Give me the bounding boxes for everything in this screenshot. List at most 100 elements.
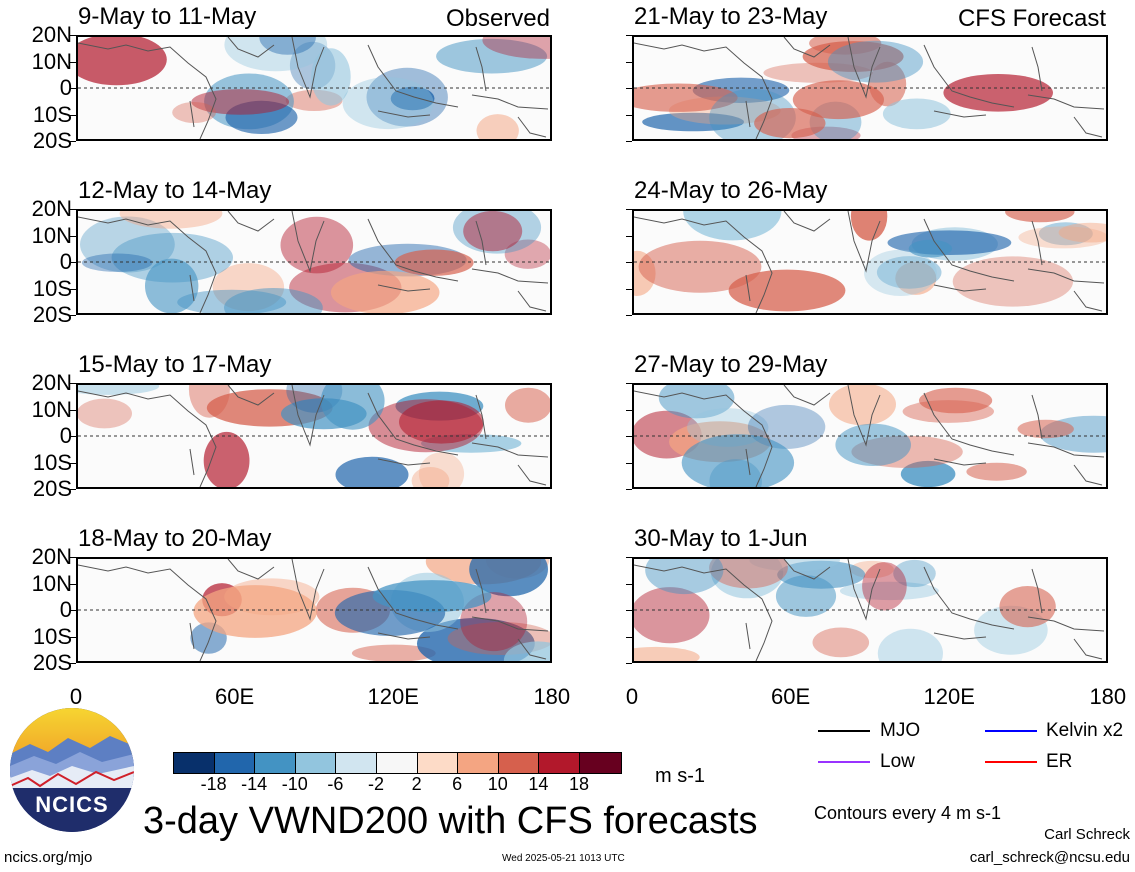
panel-source-label: CFS Forecast — [957, 5, 1106, 32]
coastline — [78, 211, 549, 313]
lat-tick — [70, 436, 76, 437]
wind-anomaly-shading — [203, 431, 250, 487]
wind-anomaly-shading — [482, 37, 550, 59]
colorbar-swatch — [498, 753, 540, 773]
wind-anomaly-shading — [342, 77, 434, 130]
wind-anomaly-shading — [864, 249, 937, 296]
wind-anomaly-shading — [850, 211, 888, 241]
longitude-label: 0 — [69, 684, 83, 709]
coastline — [78, 559, 549, 661]
lat-tick — [70, 663, 76, 664]
wind-anomaly-shading — [330, 270, 440, 313]
latitude-label: 20S — [32, 650, 72, 675]
colorbar-swatch — [214, 753, 256, 773]
wind-anomaly-shading — [320, 385, 385, 430]
wind-anomaly-shading — [908, 239, 953, 258]
coastline — [634, 211, 1105, 313]
lat-tick — [626, 114, 632, 116]
panel-source-label: Observed — [445, 5, 550, 32]
lat-tick — [626, 436, 632, 437]
longitude-label: 60E — [215, 684, 255, 709]
wind-anomaly-shading — [225, 100, 298, 134]
wind-anomaly-shading — [81, 253, 153, 272]
contour-note: Contours every 4 m s-1 — [814, 803, 1002, 823]
legend-kelvin-line — [985, 730, 1037, 732]
panel-title: 12-May to 14-May — [78, 177, 272, 204]
map-panel — [632, 557, 1108, 663]
lat-tick — [626, 141, 632, 142]
wind-anomaly-shading — [876, 256, 942, 289]
lat-tick — [626, 636, 632, 638]
panel-title: 24-May to 26-May — [634, 177, 828, 204]
wind-anomaly-shading — [212, 263, 285, 312]
wind-anomaly-shading — [900, 460, 956, 487]
colorbar-tick-label: -18 — [200, 774, 227, 794]
wind-anomaly-shading — [711, 559, 784, 599]
longitude-label: 60E — [771, 684, 811, 709]
wind-anomaly-shading — [463, 211, 523, 252]
coastline — [78, 37, 549, 139]
wind-anomaly-shading — [839, 581, 939, 601]
latitude-label: 20N — [31, 544, 72, 569]
legend-kelvin: Kelvin x2 — [1046, 720, 1124, 741]
colorbar-tick-label: -14 — [241, 774, 268, 794]
lat-tick — [70, 288, 76, 290]
wind-anomaly-shading — [634, 646, 700, 661]
lat-tick — [70, 315, 76, 316]
ncics-logo: NCICS — [10, 708, 134, 832]
legend-er: ER — [1046, 751, 1073, 772]
lat-tick — [626, 61, 632, 63]
wind-anomaly-shading — [372, 580, 492, 613]
logo-text: NCICS — [35, 792, 109, 817]
wind-anomaly-shading — [835, 423, 911, 466]
colorbar-swatch — [174, 753, 215, 773]
wind-anomaly-shading — [658, 385, 735, 419]
wind-anomaly-shading — [999, 586, 1056, 628]
lat-tick — [626, 383, 632, 384]
coastline — [634, 37, 1105, 139]
latitude-label: 0 — [59, 597, 72, 622]
map-panel — [632, 209, 1108, 315]
lat-tick — [626, 583, 632, 585]
email[interactable]: carl_schreck@ncsu.edu — [969, 849, 1130, 866]
wind-anomaly-shading — [476, 114, 519, 139]
wind-anomaly-shading — [80, 216, 175, 273]
lat-tick — [70, 35, 76, 36]
wind-anomaly-shading — [683, 211, 782, 241]
lat-tick — [626, 288, 632, 290]
wind-anomaly-shading — [1058, 222, 1106, 243]
lat-tick — [70, 262, 76, 263]
legend-low: Low — [880, 751, 915, 772]
lat-tick — [70, 409, 76, 411]
wind-anomaly-shading — [829, 385, 896, 426]
wind-anomaly-shading — [1005, 211, 1075, 223]
wind-anomaly-shading — [634, 83, 738, 112]
coastline — [78, 385, 549, 487]
lat-tick — [626, 88, 632, 89]
lat-tick — [70, 114, 76, 116]
lat-tick — [626, 315, 632, 316]
wind-anomaly-shading — [634, 587, 710, 644]
latitude-label: 0 — [59, 423, 72, 448]
latitude-label: 10N — [31, 570, 72, 596]
wind-anomaly-shading — [827, 40, 924, 83]
wind-anomaly-shading — [943, 74, 1053, 112]
colorbar-tick-label: 14 — [528, 774, 549, 794]
website-link[interactable]: ncics.org/mjo — [4, 849, 93, 866]
wind-anomaly-shading — [399, 400, 484, 444]
latitude-label: 10S — [32, 275, 72, 301]
panel-title: 21-May to 23-May — [634, 3, 828, 30]
latitude-label: 10S — [32, 623, 72, 649]
colorbar-swatch — [336, 753, 377, 773]
latitude-label: 20N — [31, 196, 72, 221]
map-panel — [76, 209, 552, 315]
wind-anomaly-shading — [919, 387, 993, 414]
panel-title: 30-May to 1-Jun — [634, 525, 808, 552]
wind-anomaly-shading — [224, 37, 328, 72]
wind-anomaly-shading — [394, 249, 474, 276]
wind-anomaly-shading — [452, 211, 542, 254]
wind-anomaly-shading — [1018, 226, 1106, 249]
colorbar-tick-label: 10 — [487, 774, 508, 794]
longitude-label: 120E — [367, 684, 419, 709]
wind-anomaly-shading — [177, 289, 287, 313]
